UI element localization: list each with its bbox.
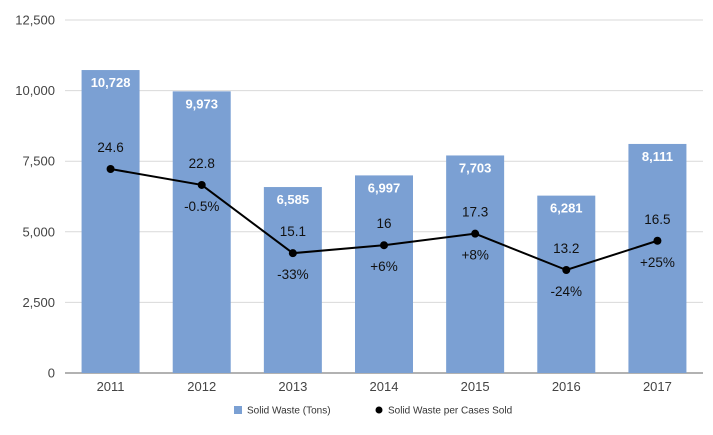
- point-value-label: 15.1: [280, 224, 306, 239]
- point-value-label: 13.2: [553, 241, 579, 256]
- bar: [446, 155, 505, 373]
- series-point: [288, 249, 297, 258]
- bar-data-label: 6,281: [550, 201, 583, 216]
- legend-label-bar: Solid Waste (Tons): [247, 406, 331, 417]
- bar: [537, 195, 596, 373]
- point-change-label: -0.5%: [184, 199, 219, 214]
- point-value-label: 17.3: [462, 205, 488, 220]
- series-point: [562, 266, 571, 274]
- point-value-label: 16: [376, 216, 391, 231]
- series-point: [653, 236, 662, 245]
- bar-data-label: 9,973: [185, 96, 218, 111]
- x-tick-label: 2017: [643, 379, 672, 394]
- y-tick-label: 7,500: [22, 154, 55, 169]
- bar-data-label: 6,585: [277, 192, 310, 207]
- x-tick-label: 2015: [461, 379, 490, 394]
- y-tick-label: 12,500: [15, 13, 55, 28]
- point-change-label: +25%: [640, 255, 675, 270]
- legend-swatch-bar: [234, 406, 242, 414]
- x-tick-label: 2011: [97, 379, 125, 394]
- y-tick-label: 0: [48, 366, 55, 381]
- bar: [355, 175, 413, 373]
- bar-data-label: 6,997: [368, 180, 401, 195]
- x-tick-label: 2012: [187, 379, 216, 394]
- x-tick-label: 2013: [278, 379, 307, 394]
- bar: [263, 187, 322, 373]
- y-tick-label: 5,000: [22, 224, 55, 239]
- bar-data-label: 10,728: [91, 75, 131, 90]
- x-tick-label: 2016: [552, 379, 581, 394]
- bar-data-label: 7,703: [459, 160, 492, 175]
- legend-label-line: Solid Waste per Cases Sold: [388, 406, 512, 417]
- point-change-label: +8%: [461, 248, 488, 263]
- point-change-label: +6%: [370, 259, 397, 274]
- point-change-label: -24%: [551, 284, 583, 299]
- series-point: [106, 165, 115, 173]
- bar: [172, 91, 231, 373]
- point-value-label: 24.6: [97, 140, 123, 155]
- series-point: [380, 241, 388, 250]
- point-change-label: -33%: [277, 267, 309, 282]
- y-tick-label: 10,000: [15, 83, 55, 98]
- bar: [81, 70, 140, 373]
- x-tick-label: 2014: [370, 379, 399, 394]
- series-point: [197, 180, 206, 189]
- bar-data-label: 8,111: [642, 149, 673, 164]
- point-value-label: 22.8: [189, 156, 215, 171]
- legend-swatch-line: [375, 406, 383, 414]
- y-tick-label: 2,500: [22, 295, 55, 310]
- bar: [628, 143, 687, 373]
- point-value-label: 16.5: [644, 212, 670, 227]
- series-point: [471, 229, 480, 238]
